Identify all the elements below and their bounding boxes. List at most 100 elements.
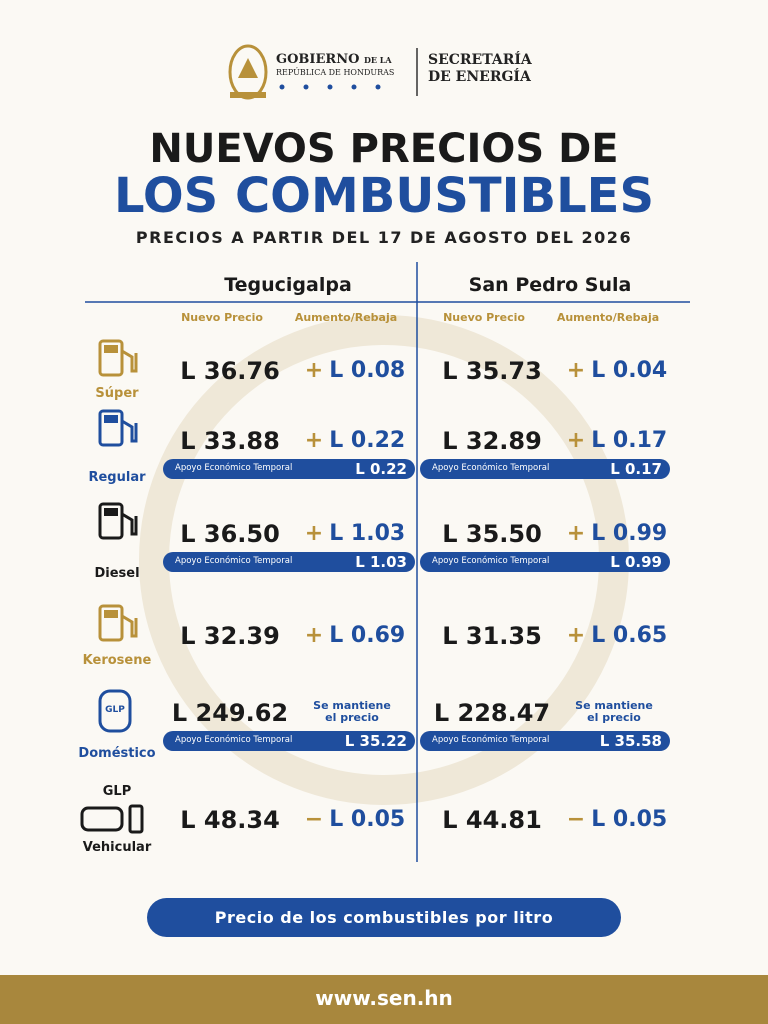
support-label: Apoyo Económico Temporal [175, 463, 293, 473]
icon-part [80, 806, 124, 832]
change-wrap: + L 0.69 [305, 623, 405, 648]
note: Se mantiene [575, 699, 653, 712]
city: San Pedro Sula [468, 274, 632, 296]
change-value: L 0.05 [329, 807, 406, 832]
support-label: Apoyo Económico Temporal [432, 735, 550, 745]
change-value: L 0.17 [591, 428, 668, 453]
website: www.sen.hn [315, 986, 453, 1010]
footer-band [0, 975, 768, 1024]
price: L 33.88 [180, 427, 280, 455]
support-label: Apoyo Económico Temporal [175, 556, 293, 566]
price: L 249.62 [171, 699, 289, 727]
price: L 228.47 [433, 699, 551, 727]
change-value: L 0.99 [591, 521, 668, 546]
price: L 32.89 [442, 427, 542, 455]
emblem [228, 44, 268, 100]
secretariat-line: DE ENERGÍA [428, 69, 531, 85]
icon-label: GLP [105, 705, 125, 715]
price: L 35.73 [442, 357, 542, 385]
change-sign: − [304, 807, 324, 832]
change-value: L 0.69 [329, 623, 406, 648]
gov-country: REPÚBLICA DE HONDURAS [276, 68, 395, 77]
change-value: L 0.22 [329, 428, 406, 453]
change-sign: − [566, 807, 586, 832]
support-value: L 0.99 [610, 553, 662, 571]
icon-part [98, 502, 124, 540]
icon-part [121, 349, 138, 373]
change-wrap: + L 0.17 [567, 428, 667, 453]
support-bar [163, 552, 415, 572]
fuel-name: Kerosene [82, 653, 152, 668]
change-wrap: + L 0.22 [305, 428, 405, 453]
price: L 44.81 [442, 806, 542, 834]
icon-part [121, 614, 138, 638]
change-value: L 1.03 [329, 521, 406, 546]
support-value: L 0.17 [610, 460, 662, 478]
gov-suffix: DE LA [363, 55, 392, 65]
icon-part [98, 409, 124, 447]
price: L 48.34 [180, 806, 280, 834]
support-value: L 0.22 [355, 460, 407, 478]
icon-part [128, 804, 144, 834]
icon-part [104, 415, 118, 423]
column-header: Aumento/Rebaja [556, 311, 660, 324]
price: L 31.35 [442, 622, 542, 650]
note: el precio [325, 711, 379, 724]
icon-part [98, 339, 124, 377]
note: el precio [587, 711, 641, 724]
icon-part [98, 604, 124, 642]
icon-part [121, 512, 138, 536]
change-wrap: + L 0.08 [305, 358, 405, 383]
title-line: LOS COMBUSTIBLES [113, 168, 655, 224]
change-wrap: − L 0.05 [305, 807, 405, 832]
stars [279, 84, 381, 90]
change-sign: + [304, 428, 324, 453]
fuel-name: Vehicular [82, 840, 152, 855]
change-wrap: + L 0.99 [567, 521, 667, 546]
support-bar [163, 731, 415, 751]
change-value: L 0.04 [591, 358, 668, 383]
icon-part [104, 345, 118, 353]
price: L 32.39 [180, 622, 280, 650]
support-value: L 35.58 [599, 732, 662, 750]
fuel-name: Doméstico [78, 746, 156, 761]
fuel-name: Diesel [94, 566, 140, 581]
icon-part [121, 419, 138, 443]
support-label: Apoyo Económico Temporal [432, 556, 550, 566]
support-bar [420, 459, 670, 479]
change-value: L 0.05 [591, 807, 668, 832]
support-label: Apoyo Económico Temporal [432, 463, 550, 473]
subtitle: PRECIOS A PARTIR DEL 17 DE AGOSTO DEL 20… [135, 228, 633, 247]
change-sign: + [566, 428, 586, 453]
change-sign: + [304, 623, 324, 648]
change-wrap: + L 1.03 [305, 521, 405, 546]
fuel-name: Regular [88, 470, 146, 485]
change-sign: + [566, 623, 586, 648]
price: L 36.50 [180, 520, 280, 548]
change-sign: + [304, 358, 324, 383]
secretariat: SECRETARÍA DE ENERGÍA [428, 52, 532, 86]
gov-line: GOBIERNO DE LA [276, 52, 392, 67]
fuel-name: Súper [95, 386, 139, 401]
change-sign: + [566, 358, 586, 383]
column-header: Nuevo Precio [443, 311, 525, 324]
support-label: Apoyo Económico Temporal [175, 735, 293, 745]
price: L 35.50 [442, 520, 542, 548]
change-wrap: − L 0.05 [567, 807, 667, 832]
change-wrap: + L 0.04 [567, 358, 667, 383]
footer-note: Precio de los combustibles por litro [214, 908, 554, 927]
secretariat-line: SECRETARÍA [428, 52, 532, 68]
change-value: L 0.08 [329, 358, 406, 383]
change-value: L 0.65 [591, 623, 668, 648]
column-header: Nuevo Precio [181, 311, 263, 324]
column-header: Aumento/Rebaja [294, 311, 398, 324]
gov-name: GOBIERNO [276, 52, 360, 67]
price: L 36.76 [180, 357, 280, 385]
icon-part [104, 610, 118, 618]
support-bar [420, 731, 670, 751]
icon-part [98, 689, 132, 733]
title-line: NUEVOS PRECIOS DE [149, 126, 619, 172]
icon-part [104, 508, 118, 516]
fuel-name: GLP [102, 784, 132, 799]
